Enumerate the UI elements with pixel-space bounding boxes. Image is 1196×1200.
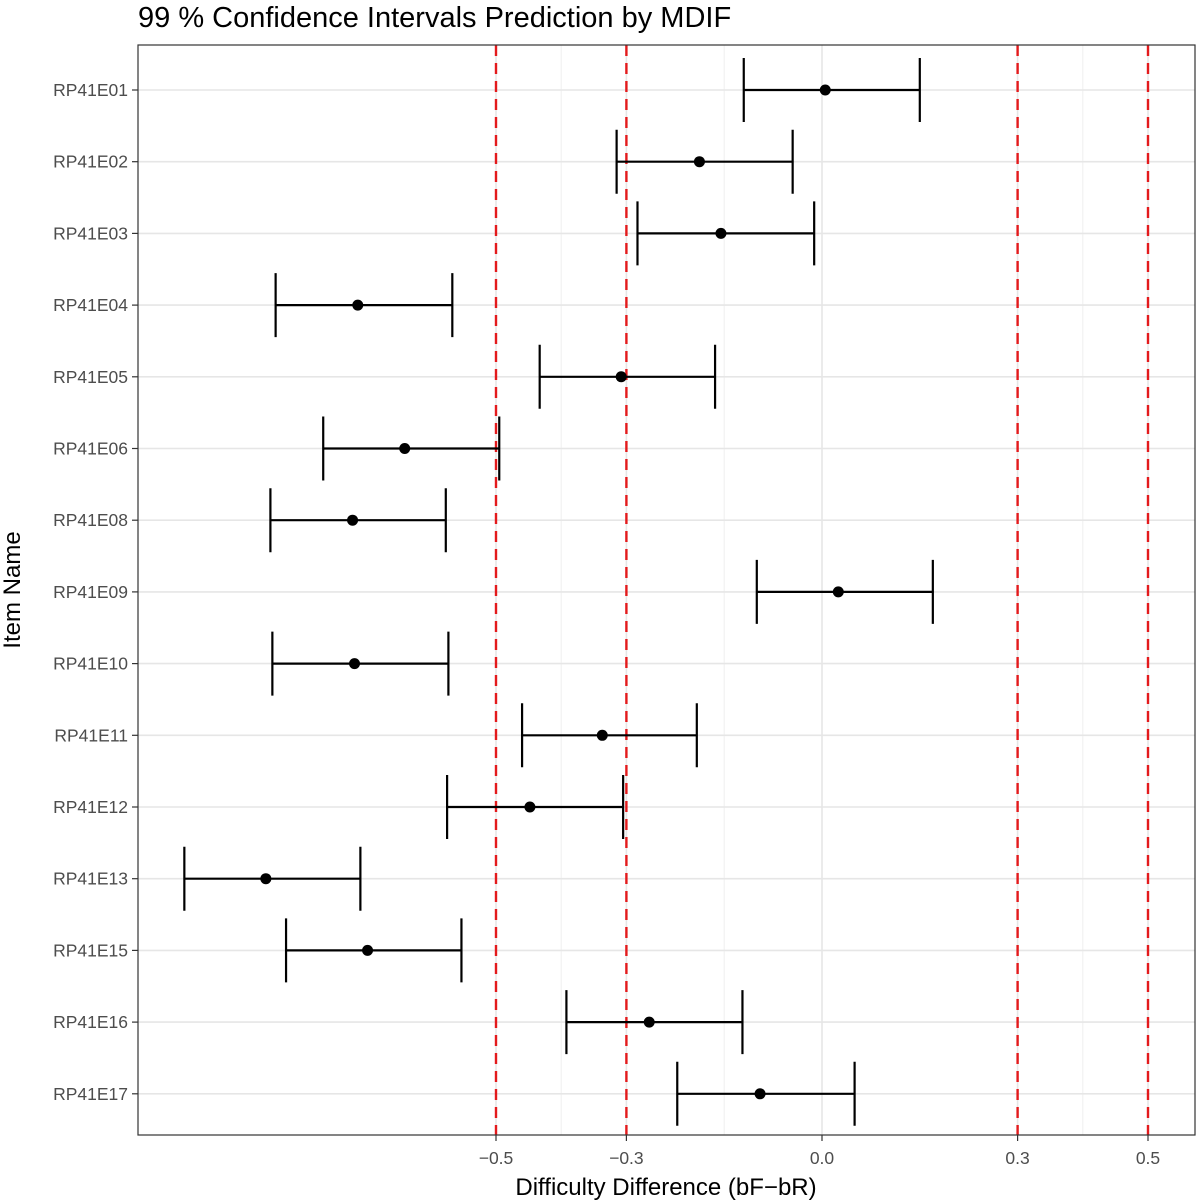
error-bar-RP41E11 (520, 703, 698, 768)
plot-border (137, 44, 1196, 1136)
plot-background (138, 45, 1195, 1135)
x-axis-title: Difficulty Difference (bF−bR) (515, 1174, 816, 1200)
y-tick-label-RP41E17: RP41E17 (53, 1084, 128, 1104)
point-estimate-RP41E06 (399, 443, 411, 454)
x-tick-label-3: 0.3 (1005, 1148, 1029, 1168)
point-estimate-RP41E15 (362, 944, 374, 956)
error-bar-RP41E17 (676, 1061, 856, 1126)
point-estimate-RP41E10 (349, 658, 361, 670)
error-bar-RP41E13 (183, 846, 362, 911)
point-estimate-RP41E05 (615, 371, 627, 383)
point-estimate-RP41E16 (643, 1016, 655, 1028)
y-tick-label-RP41E08: RP41E08 (53, 510, 128, 530)
y-tick-label-RP41E15: RP41E15 (53, 940, 128, 960)
point-estimate-RP41E03 (715, 227, 727, 239)
error-bar-RP41E10 (271, 631, 450, 696)
y-tick-label-RP41E11: RP41E11 (54, 725, 128, 745)
error-bar-RP41E09 (755, 559, 934, 624)
point-estimate-RP41E17 (754, 1088, 766, 1100)
y-tick-label-RP41E05: RP41E05 (53, 367, 128, 387)
error-bar-RP41E01 (742, 58, 921, 122)
point-estimate-RP41E01 (819, 84, 831, 96)
reference-lines (494, 45, 1150, 1135)
x-tick-label-4: 0.5 (1136, 1148, 1160, 1168)
point-estimate-RP41E09 (832, 586, 844, 598)
y-tick-label-RP41E16: RP41E16 (53, 1012, 128, 1032)
y-tick-label-RP41E06: RP41E06 (53, 439, 128, 459)
y-tick-label-RP41E01: RP41E01 (53, 80, 128, 100)
error-bar-RP41E05 (538, 344, 717, 409)
error-bar-RP41E06 (322, 416, 501, 481)
x-axis: −0.5 −0.3 0.0 0.3 0.5 (479, 1135, 1160, 1168)
chart-title: 99 % Confidence Intervals Prediction by … (138, 2, 731, 34)
point-estimate-RP41E04 (352, 299, 364, 311)
x-tick-label-1: −0.3 (609, 1148, 644, 1168)
point-estimate-RP41E11 (596, 729, 608, 741)
error-bar-RP41E15 (284, 918, 463, 983)
point-estimates (260, 84, 844, 1100)
x-tick-label-0: −0.5 (479, 1148, 514, 1168)
x-tick-label-2: 0.0 (810, 1148, 835, 1168)
error-bar-RP41E08 (269, 488, 447, 553)
point-estimate-RP41E08 (347, 514, 359, 526)
y-tick-label-RP41E02: RP41E02 (53, 152, 128, 172)
point-estimate-RP41E13 (260, 873, 272, 885)
point-estimate-RP41E02 (693, 156, 705, 168)
point-estimate-RP41E12 (524, 801, 536, 813)
y-tick-label-RP41E04: RP41E04 (53, 295, 128, 315)
error-bar-RP41E04 (274, 273, 454, 338)
y-axis-title: Item Name (0, 531, 26, 648)
y-tick-label-RP41E12: RP41E12 (53, 797, 128, 817)
y-tick-label-RP41E13: RP41E13 (53, 869, 128, 889)
y-tick-label-RP41E09: RP41E09 (53, 582, 128, 602)
y-tick-label-RP41E03: RP41E03 (53, 223, 128, 243)
y-axis: RP41E01 RP41E02 RP41E03 RP41E04 RP41E05 RP41E… (53, 80, 138, 1104)
y-tick-label-RP41E10: RP41E10 (53, 654, 128, 674)
